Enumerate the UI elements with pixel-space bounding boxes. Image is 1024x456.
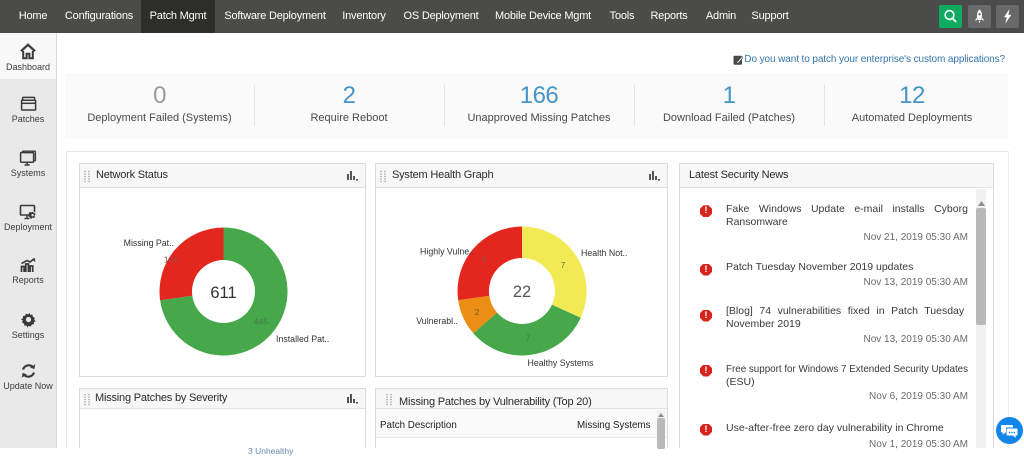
svg-text:7: 7 [526, 333, 531, 343]
svg-text:Missing Pat..: Missing Pat.. [124, 238, 174, 248]
svg-text:Vulnerabl..: Vulnerabl.. [416, 316, 458, 326]
svg-text:Healthy Systems: Healthy Systems [528, 358, 595, 368]
svg-text:611: 611 [210, 284, 236, 302]
svg-text:166: 166 [164, 255, 178, 265]
svg-text:2: 2 [475, 307, 480, 317]
svg-text:445: 445 [254, 317, 268, 327]
svg-text:Health Not..: Health Not.. [581, 248, 627, 258]
svg-text:6: 6 [482, 254, 487, 264]
svg-text:Installed Pat..: Installed Pat.. [276, 334, 329, 344]
svg-text:22: 22 [513, 283, 531, 301]
svg-text:Highly Vulne..: Highly Vulne.. [420, 247, 474, 257]
svg-text:7: 7 [561, 260, 566, 270]
